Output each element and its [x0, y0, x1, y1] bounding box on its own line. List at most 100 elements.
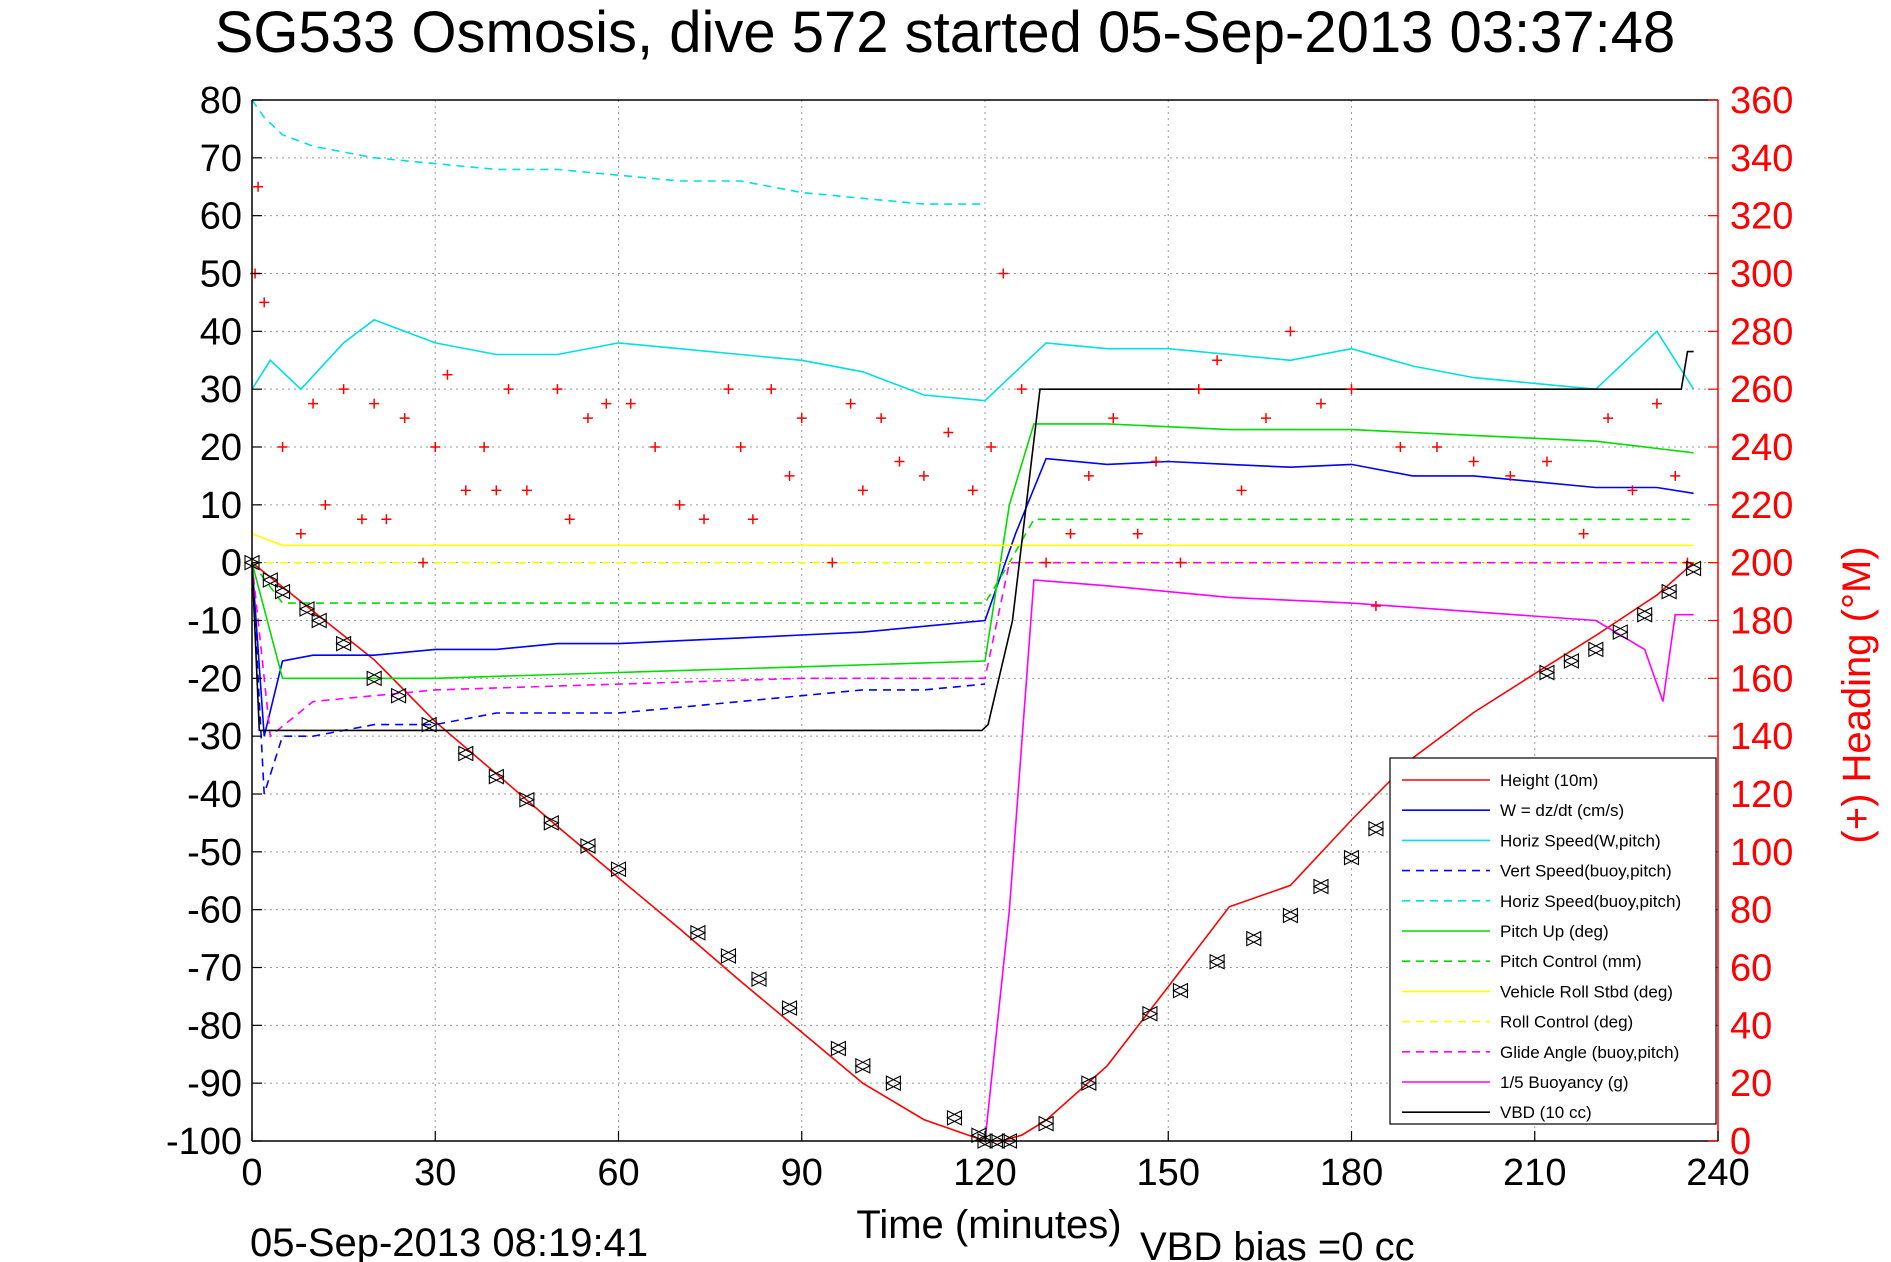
tick-label-x: 150 [1137, 1152, 1200, 1194]
tick-label-y2: 280 [1730, 311, 1793, 353]
tick-label-y: -10 [187, 601, 242, 643]
tick-label-y: 80 [200, 80, 242, 122]
tick-label-y: 60 [200, 196, 242, 238]
depth-marker [1367, 820, 1385, 837]
depth-marker [1282, 907, 1299, 924]
legend-label: Pitch Control (mm) [1500, 952, 1642, 971]
heading-marker [295, 528, 306, 539]
tick-label-y: 40 [200, 311, 242, 353]
legend-label: Vehicle Roll Stbd (deg) [1500, 982, 1673, 1001]
heading-marker [460, 485, 471, 496]
depth-marker [689, 924, 707, 941]
series-line-9 [251, 561, 1694, 738]
heading-marker [1346, 384, 1357, 395]
heading-marker [503, 384, 514, 395]
tick-label-x: 90 [781, 1152, 823, 1194]
tick-label-y2: 360 [1730, 80, 1793, 122]
tick-label-y: -50 [187, 832, 242, 874]
heading-marker [1670, 470, 1681, 481]
heading-marker [1505, 470, 1516, 481]
heading-marker [894, 456, 905, 467]
depth-marker [420, 716, 438, 733]
legend-label: Glide Angle (buoy,pitch) [1500, 1043, 1679, 1062]
heading-markers [250, 181, 1693, 612]
heading-marker [1041, 557, 1052, 568]
depth-marker [298, 601, 316, 617]
heading-marker [784, 470, 795, 481]
tick-label-y2: 240 [1730, 427, 1793, 469]
depth-marker [1208, 953, 1226, 970]
depth-marker [457, 745, 475, 762]
heading-marker [369, 398, 380, 409]
chart-title: SG533 Osmosis, dive 572 started 05-Sep-2… [215, 0, 1676, 65]
depth-marker [885, 1075, 902, 1092]
heading-marker [735, 442, 746, 452]
tick-label-y: 30 [200, 369, 242, 411]
heading-marker [986, 442, 997, 452]
tick-label-y2: 140 [1730, 716, 1793, 758]
depth-marker [1660, 583, 1678, 600]
depth-marker [1312, 878, 1330, 895]
tick-label-x: 240 [1686, 1152, 1749, 1194]
tick-label-x: 210 [1503, 1152, 1566, 1194]
tick-label-y: 50 [200, 254, 242, 296]
heading-marker [479, 442, 490, 452]
tick-label-x: 120 [953, 1152, 1016, 1194]
tick-label-y2: 300 [1730, 254, 1793, 296]
heading-marker [766, 384, 777, 395]
heading-marker [876, 413, 887, 424]
heading-marker [1651, 398, 1662, 409]
depth-marker [1343, 849, 1360, 866]
tick-label-x: 180 [1320, 1152, 1383, 1194]
heading-marker [723, 384, 734, 395]
depth-marker [488, 768, 505, 785]
heading-marker [1395, 442, 1406, 452]
tick-label-y: -60 [187, 890, 242, 932]
depth-marker [781, 1000, 798, 1016]
tick-label-y2: 20 [1730, 1063, 1772, 1105]
legend-label: VBD (10 cc) [1500, 1103, 1592, 1122]
tick-label-y: 20 [200, 427, 242, 469]
heading-marker [1108, 413, 1119, 424]
heading-marker [827, 557, 838, 568]
depth-marker [1587, 641, 1605, 658]
series-line-1 [251, 457, 1694, 737]
legend-label: Horiz Speed(buoy,pitch) [1500, 892, 1681, 911]
tick-label-x: 0 [241, 1152, 262, 1194]
series-line-6 [251, 518, 1694, 604]
heading-marker [1175, 557, 1186, 568]
tick-label-y: -20 [187, 658, 242, 700]
series-layer [251, 99, 1718, 1142]
depth-marker [854, 1057, 872, 1074]
heading-marker [943, 427, 954, 438]
tick-label-y: -90 [187, 1063, 242, 1105]
footer-timestamp: 05-Sep-2013 08:19:41 [250, 1221, 648, 1262]
depth-marker [750, 971, 768, 987]
tick-label-y: 70 [200, 138, 242, 180]
depth-marker [1172, 982, 1189, 999]
heading-marker [918, 470, 929, 481]
depth-marker [720, 948, 737, 964]
tick-label-y: 0 [221, 543, 242, 585]
series-line-5 [251, 423, 1694, 680]
heading-marker [845, 398, 856, 409]
depth-marker [1685, 560, 1702, 577]
heading-marker [320, 499, 331, 510]
tick-label-x: 60 [597, 1152, 639, 1194]
depth-marker [390, 687, 407, 704]
heading-marker [796, 413, 807, 424]
depth-marker [335, 635, 352, 652]
depth-marker [543, 815, 560, 831]
heading-marker [399, 413, 410, 424]
heading-marker [552, 384, 563, 395]
heading-marker [259, 297, 270, 308]
heading-marker [1212, 355, 1223, 366]
heading-marker [253, 181, 264, 192]
heading-marker [1603, 413, 1614, 424]
heading-marker [1315, 398, 1326, 409]
depth-marker [274, 583, 291, 600]
heading-marker [1065, 528, 1076, 539]
heading-marker [1151, 456, 1162, 467]
tick-label-y2: 180 [1730, 601, 1793, 643]
